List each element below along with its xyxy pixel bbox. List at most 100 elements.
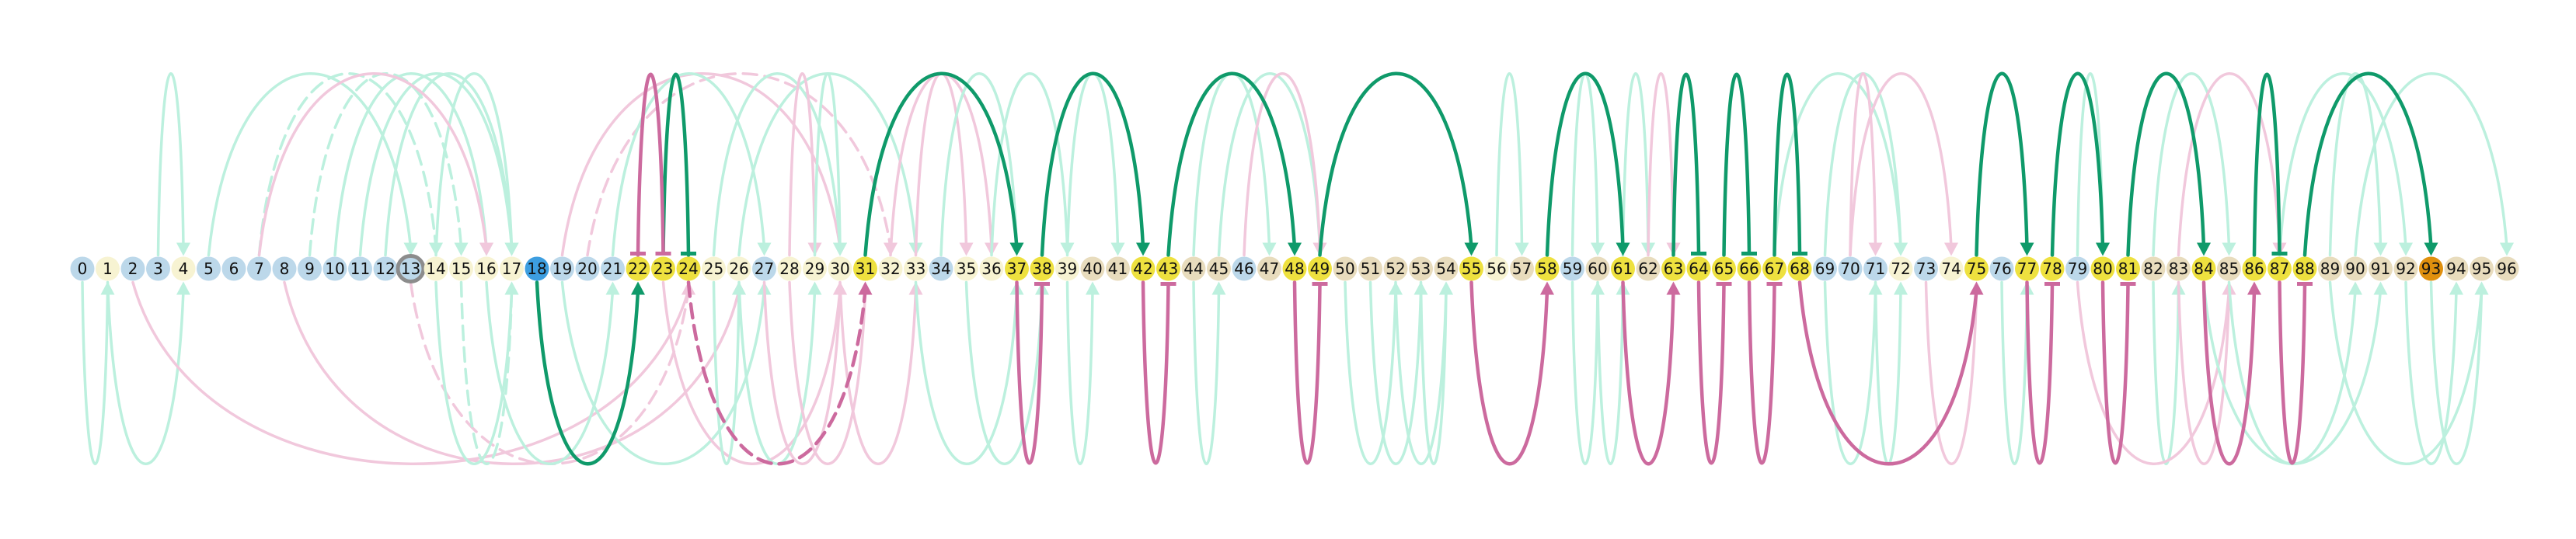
node-65[interactable]: 65 — [1712, 256, 1736, 281]
node-75[interactable]: 75 — [1964, 256, 1989, 281]
node-42[interactable]: 42 — [1131, 256, 1156, 281]
node-90[interactable]: 90 — [2343, 256, 2368, 281]
node-27[interactable]: 27 — [752, 256, 776, 281]
node-circle — [2393, 256, 2418, 281]
node-41[interactable]: 41 — [1106, 256, 1130, 281]
node-84[interactable]: 84 — [2191, 256, 2216, 281]
node-83[interactable]: 83 — [2166, 256, 2191, 281]
node-60[interactable]: 60 — [1585, 256, 1610, 281]
node-13[interactable]: 13 — [396, 254, 426, 283]
node-57[interactable]: 57 — [1510, 256, 1534, 281]
node-55[interactable]: 55 — [1459, 256, 1483, 281]
node-58[interactable]: 58 — [1535, 256, 1560, 281]
node-82[interactable]: 82 — [2141, 256, 2166, 281]
node-61[interactable]: 61 — [1611, 256, 1635, 281]
node-14[interactable]: 14 — [424, 256, 448, 281]
node-19[interactable]: 19 — [550, 256, 574, 281]
node-56[interactable]: 56 — [1484, 256, 1509, 281]
node-93[interactable]: 93 — [2419, 256, 2443, 281]
node-30[interactable]: 30 — [828, 256, 852, 281]
node-50[interactable]: 50 — [1333, 256, 1358, 281]
node-37[interactable]: 37 — [1005, 256, 1029, 281]
node-10[interactable]: 10 — [322, 256, 347, 281]
node-66[interactable]: 66 — [1737, 256, 1762, 281]
node-36[interactable]: 36 — [979, 256, 1004, 281]
node-40[interactable]: 40 — [1080, 256, 1105, 281]
node-78[interactable]: 78 — [2040, 256, 2065, 281]
node-11[interactable]: 11 — [348, 256, 372, 281]
node-70[interactable]: 70 — [1838, 256, 1863, 281]
node-80[interactable]: 80 — [2090, 256, 2115, 281]
node-circle — [1510, 256, 1534, 281]
node-69[interactable]: 69 — [1813, 256, 1837, 281]
node-22[interactable]: 22 — [626, 256, 650, 281]
node-24[interactable]: 24 — [676, 256, 701, 281]
node-1[interactable]: 1 — [96, 256, 120, 281]
node-72[interactable]: 72 — [1888, 256, 1913, 281]
node-77[interactable]: 77 — [2015, 256, 2039, 281]
node-46[interactable]: 46 — [1232, 256, 1257, 281]
node-23[interactable]: 23 — [651, 256, 675, 281]
node-51[interactable]: 51 — [1358, 256, 1382, 281]
node-68[interactable]: 68 — [1787, 256, 1812, 281]
node-63[interactable]: 63 — [1661, 256, 1685, 281]
node-33[interactable]: 33 — [904, 256, 928, 281]
node-87[interactable]: 87 — [2268, 256, 2292, 281]
node-49[interactable]: 49 — [1308, 256, 1332, 281]
node-45[interactable]: 45 — [1207, 256, 1231, 281]
node-62[interactable]: 62 — [1636, 256, 1661, 281]
node-76[interactable]: 76 — [1989, 256, 2014, 281]
node-5[interactable]: 5 — [197, 256, 221, 281]
node-6[interactable]: 6 — [221, 256, 246, 281]
node-35[interactable]: 35 — [954, 256, 978, 281]
node-74[interactable]: 74 — [1939, 256, 1964, 281]
node-59[interactable]: 59 — [1560, 256, 1584, 281]
faint-arc-70-to-71 — [1849, 72, 1883, 257]
node-67[interactable]: 67 — [1762, 256, 1786, 281]
node-21[interactable]: 21 — [601, 256, 625, 281]
node-9[interactable]: 9 — [298, 256, 322, 281]
node-71[interactable]: 71 — [1863, 256, 1888, 281]
node-32[interactable]: 32 — [878, 256, 903, 281]
node-89[interactable]: 89 — [2318, 256, 2342, 281]
node-20[interactable]: 20 — [575, 256, 600, 281]
node-91[interactable]: 91 — [2369, 256, 2393, 281]
node-88[interactable]: 88 — [2292, 256, 2317, 281]
node-26[interactable]: 26 — [727, 256, 751, 281]
node-39[interactable]: 39 — [1055, 256, 1079, 281]
node-15[interactable]: 15 — [449, 256, 473, 281]
node-48[interactable]: 48 — [1282, 256, 1307, 281]
node-95[interactable]: 95 — [2470, 256, 2494, 281]
node-73[interactable]: 73 — [1914, 256, 1938, 281]
node-43[interactable]: 43 — [1156, 256, 1180, 281]
node-8[interactable]: 8 — [272, 256, 297, 281]
node-3[interactable]: 3 — [146, 256, 170, 281]
node-16[interactable]: 16 — [474, 256, 499, 281]
node-0[interactable]: 0 — [70, 256, 95, 281]
node-28[interactable]: 28 — [777, 256, 802, 281]
node-47[interactable]: 47 — [1257, 256, 1281, 281]
node-96[interactable]: 96 — [2494, 256, 2519, 281]
node-2[interactable]: 2 — [120, 256, 145, 281]
node-25[interactable]: 25 — [702, 256, 726, 281]
node-29[interactable]: 29 — [803, 256, 827, 281]
node-7[interactable]: 7 — [247, 256, 271, 281]
node-92[interactable]: 92 — [2393, 256, 2418, 281]
node-85[interactable]: 85 — [2217, 256, 2241, 281]
node-18[interactable]: 18 — [525, 256, 549, 281]
node-52[interactable]: 52 — [1383, 256, 1408, 281]
node-12[interactable]: 12 — [373, 256, 398, 281]
node-79[interactable]: 79 — [2065, 256, 2090, 281]
node-31[interactable]: 31 — [853, 256, 877, 281]
node-54[interactable]: 54 — [1434, 256, 1459, 281]
node-53[interactable]: 53 — [1409, 256, 1433, 281]
node-38[interactable]: 38 — [1030, 256, 1054, 281]
node-4[interactable]: 4 — [171, 256, 196, 281]
node-86[interactable]: 86 — [2242, 256, 2267, 281]
node-64[interactable]: 64 — [1686, 256, 1711, 281]
node-17[interactable]: 17 — [500, 256, 524, 281]
node-81[interactable]: 81 — [2116, 256, 2140, 281]
node-34[interactable]: 34 — [929, 256, 953, 281]
node-94[interactable]: 94 — [2444, 256, 2469, 281]
node-44[interactable]: 44 — [1181, 256, 1206, 281]
